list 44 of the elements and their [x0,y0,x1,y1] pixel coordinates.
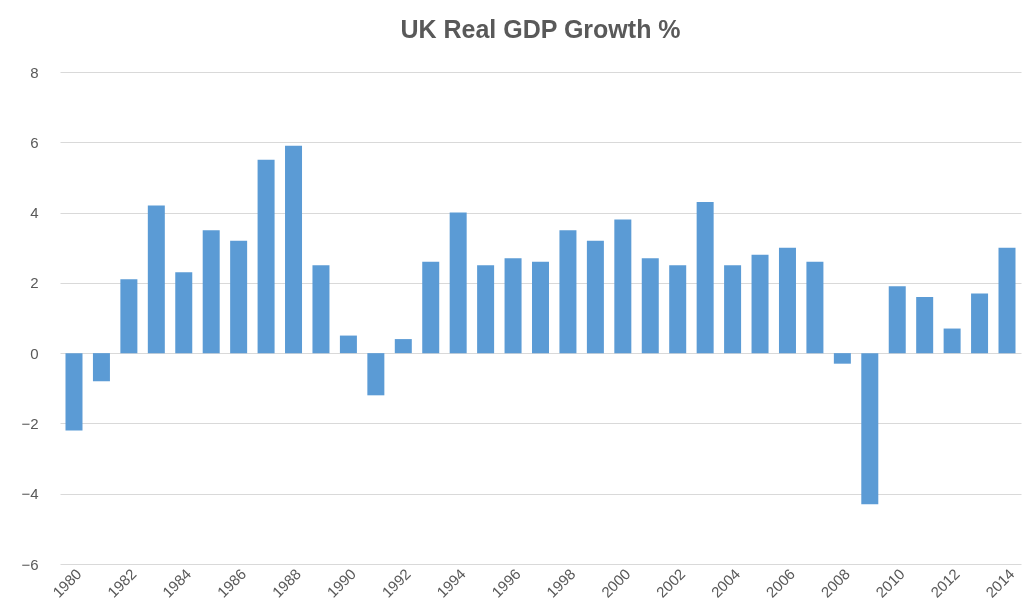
bar [696,202,714,354]
bar [449,212,467,354]
bar [147,205,165,354]
y-tick-label: 2 [30,274,39,292]
bar [669,265,687,354]
bar [120,279,138,354]
bar [312,265,330,354]
y-tick-label: 8 [30,63,39,81]
bar [861,353,879,505]
bar [477,265,495,354]
bar [888,286,906,354]
y-tick-label: 4 [30,204,39,222]
y-tick-label: −4 [21,485,39,503]
bar [394,339,412,354]
bar [257,159,275,354]
bar [751,254,769,354]
bar [532,261,549,354]
bar [833,353,851,364]
bar [778,247,796,354]
bar [92,353,110,382]
y-tick-label: −6 [21,555,39,573]
bar [641,258,659,354]
bar [559,230,577,354]
bar [998,247,1016,354]
bar [614,219,632,354]
bar [586,240,604,354]
y-tick-label: 6 [30,133,39,151]
y-tick-label: 0 [30,344,39,362]
bar [916,296,934,354]
bar [504,258,522,354]
bar [339,335,357,354]
bar [422,261,440,354]
bar [367,353,385,396]
chart-title: UK Real GDP Growth % [400,15,681,43]
bar [806,261,824,354]
bar [943,328,961,354]
bar [65,353,83,431]
bar [285,145,303,354]
bar [724,265,742,354]
bar [230,240,248,354]
y-tick-label: −2 [21,414,39,432]
bar [971,293,989,354]
bar [175,272,193,354]
bar [202,230,220,354]
